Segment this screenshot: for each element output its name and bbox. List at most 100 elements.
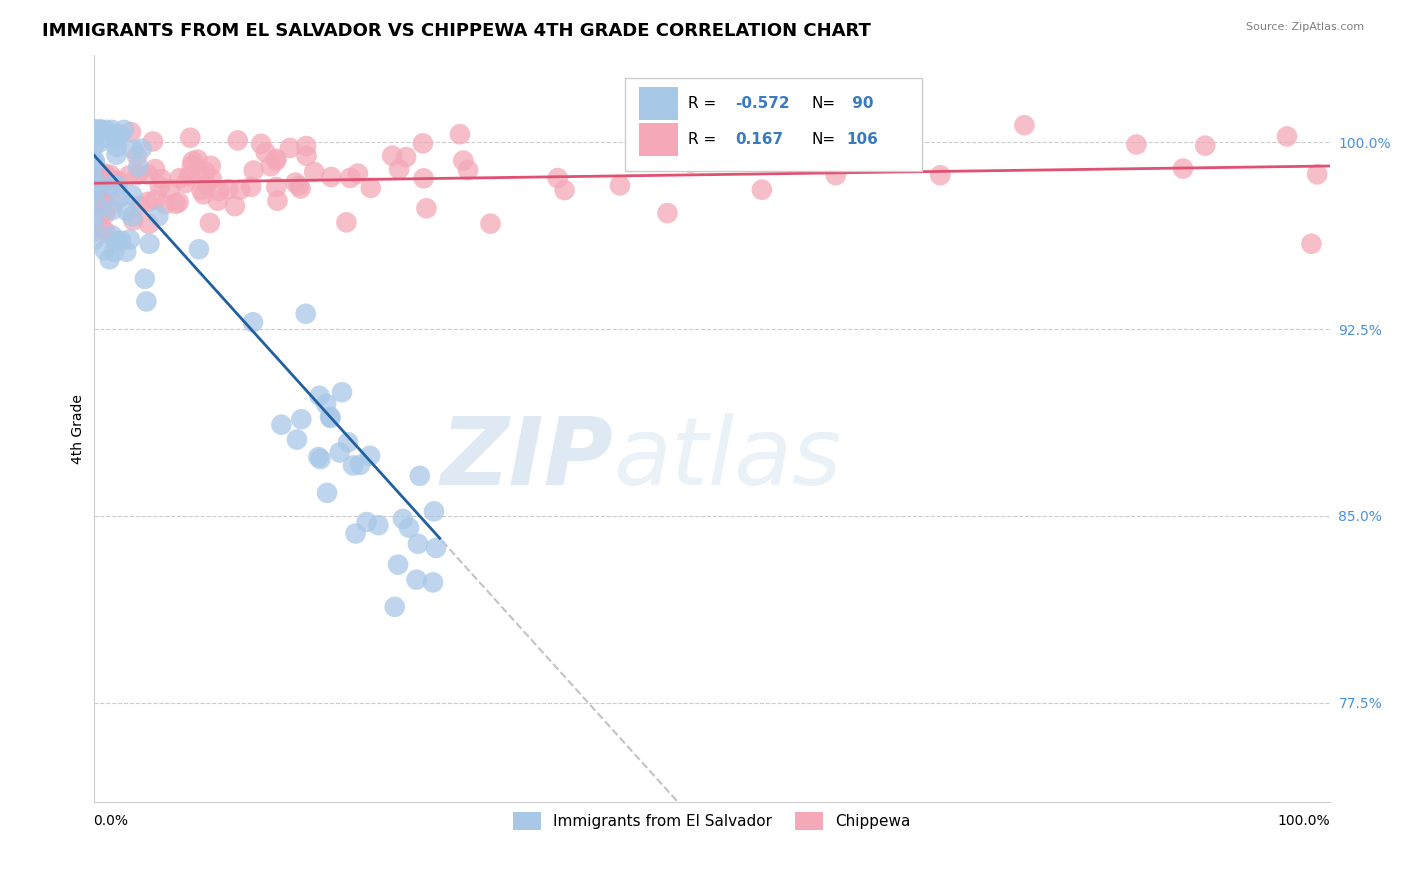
Point	[86, 123, 108, 137]
Point	[349, 458, 371, 472]
Point	[136, 168, 159, 182]
Point	[165, 196, 187, 211]
Point	[412, 171, 434, 186]
Point	[392, 512, 415, 526]
Point	[180, 158, 202, 172]
Point	[423, 504, 446, 518]
Text: atlas: atlas	[613, 413, 841, 504]
Point	[405, 573, 427, 587]
Point	[751, 183, 773, 197]
Point	[93, 204, 115, 219]
Point	[309, 452, 332, 467]
Point	[96, 123, 118, 137]
Point	[84, 156, 107, 170]
Point	[90, 123, 112, 137]
Point	[195, 178, 218, 193]
Point	[1014, 118, 1036, 132]
Point	[83, 123, 105, 137]
Point	[83, 194, 105, 209]
Point	[264, 153, 287, 168]
Point	[83, 123, 105, 137]
Point	[89, 135, 111, 149]
Point	[609, 178, 631, 193]
Point	[136, 194, 159, 209]
Text: N=: N=	[811, 96, 837, 112]
Point	[285, 433, 308, 447]
Point	[107, 174, 129, 188]
Point	[150, 171, 173, 186]
Point	[90, 123, 112, 137]
Point	[242, 315, 264, 329]
Text: R =: R =	[689, 132, 721, 147]
Point	[240, 180, 263, 194]
Point	[260, 159, 283, 173]
Point	[359, 449, 381, 463]
Point	[347, 167, 370, 181]
Point	[93, 244, 115, 258]
Point	[104, 174, 127, 188]
Point	[384, 599, 406, 614]
Point	[112, 123, 135, 137]
Point	[1306, 167, 1329, 181]
Point	[90, 174, 112, 188]
Point	[107, 234, 129, 248]
Point	[83, 219, 105, 234]
Point	[342, 458, 364, 473]
Point	[425, 541, 447, 555]
Point	[122, 142, 145, 156]
Point	[83, 181, 105, 195]
Point	[149, 179, 172, 194]
Point	[181, 154, 204, 169]
Point	[288, 178, 311, 193]
Point	[83, 153, 105, 167]
Point	[824, 168, 846, 182]
Point	[367, 518, 389, 533]
Point	[83, 123, 105, 137]
Point	[457, 163, 479, 178]
Point	[105, 147, 128, 161]
Point	[284, 176, 307, 190]
FancyBboxPatch shape	[638, 123, 679, 156]
Point	[118, 169, 141, 183]
Point	[295, 149, 318, 163]
Point	[1171, 161, 1194, 176]
Point	[174, 176, 197, 190]
Point	[187, 153, 209, 167]
Point	[138, 236, 160, 251]
Point	[110, 234, 132, 248]
Point	[756, 149, 779, 163]
Point	[86, 123, 108, 137]
Point	[193, 187, 215, 202]
Point	[101, 202, 124, 217]
Point	[398, 521, 420, 535]
Point	[1125, 137, 1147, 152]
Point	[115, 204, 138, 219]
Point	[335, 215, 357, 229]
Point	[107, 131, 129, 145]
Point	[415, 202, 437, 216]
Point	[101, 127, 124, 141]
Point	[754, 127, 776, 141]
Point	[83, 123, 105, 137]
Point	[449, 127, 471, 141]
Point	[115, 244, 138, 259]
Point	[1301, 236, 1323, 251]
Point	[87, 182, 110, 196]
Point	[103, 244, 125, 259]
Point	[381, 149, 404, 163]
Point	[120, 125, 142, 139]
Point	[93, 194, 115, 209]
Point	[83, 171, 105, 186]
Point	[321, 169, 343, 184]
Point	[90, 171, 112, 186]
Point	[200, 159, 222, 173]
Point	[167, 195, 190, 210]
Point	[422, 575, 444, 590]
FancyBboxPatch shape	[626, 78, 922, 171]
Point	[108, 128, 131, 142]
Point	[103, 196, 125, 211]
Point	[188, 167, 211, 181]
Point	[395, 150, 418, 164]
Point	[554, 183, 576, 197]
Text: R =: R =	[689, 96, 721, 112]
